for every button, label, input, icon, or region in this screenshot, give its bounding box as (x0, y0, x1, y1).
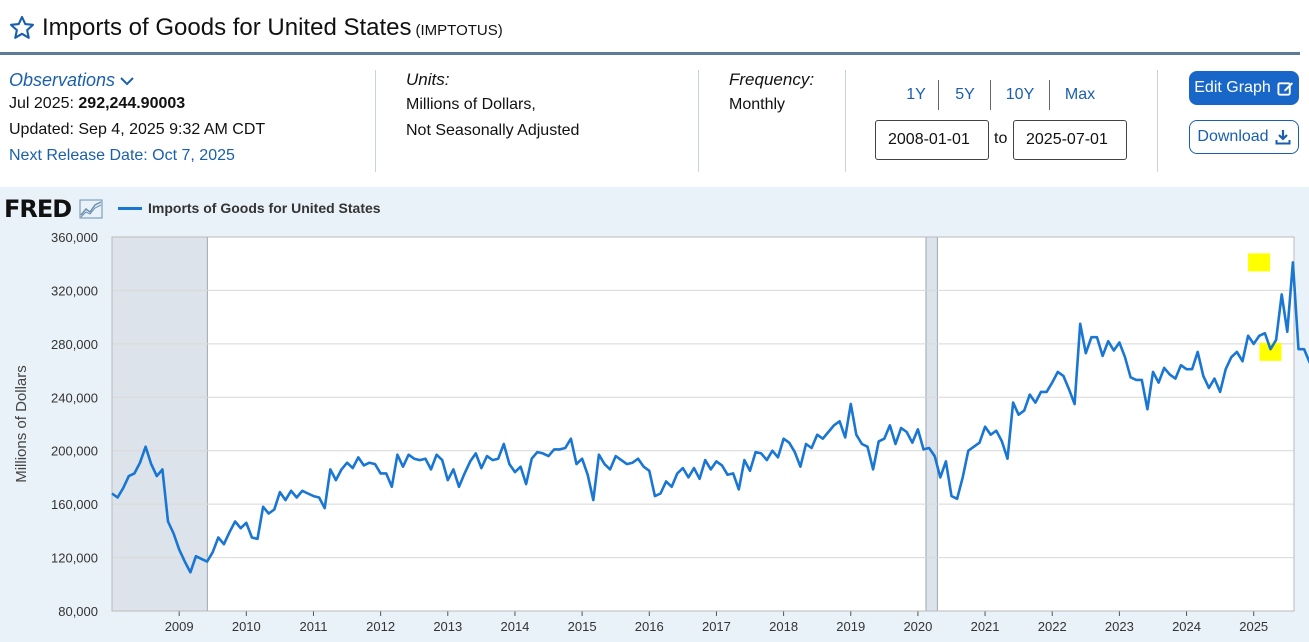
highlight-marker (1259, 342, 1282, 361)
x-tick-label: 2016 (635, 619, 664, 634)
download-button[interactable]: Download (1189, 120, 1299, 154)
fred-logo: FRED (4, 195, 103, 223)
y-tick-label: 320,000 (51, 283, 98, 298)
download-icon (1275, 130, 1291, 145)
chart-logo-icon (79, 199, 103, 219)
chart-legend: Imports of Goods for United States (118, 200, 381, 216)
start-date-input[interactable] (875, 120, 989, 160)
download-label: Download (1197, 128, 1269, 145)
x-tick-label: 2011 (299, 619, 327, 634)
frequency-value: Monthly (729, 96, 786, 113)
line-chart: 80,000 120,000 160,000 200,000 240,000 280,00… (13, 230, 1309, 634)
x-tick-label: 2017 (702, 619, 731, 634)
plot-area (112, 237, 1294, 611)
x-tick-label: 2013 (433, 619, 462, 634)
fred-logo-text: FRED (4, 195, 72, 223)
edit-icon (1277, 81, 1293, 96)
x-tick-label: 2023 (1105, 619, 1134, 634)
range-separator (938, 80, 939, 110)
observations-panel: Observations Jul 2025: 292,244.90003 Upd… (9, 70, 369, 175)
x-tick-label: 2015 (568, 619, 597, 634)
frequency-panel: Frequency: Monthly (729, 70, 839, 175)
units-panel: Units: Millions of Dollars, Not Seasonal… (406, 70, 686, 175)
range-1y-button[interactable]: 1Y (906, 86, 926, 103)
range-5y-button[interactable]: 5Y (955, 86, 975, 103)
range-separator (1049, 80, 1050, 110)
x-tick-label: 2014 (500, 619, 529, 634)
x-tick-label: 2022 (1038, 619, 1067, 634)
x-tick-label: 2024 (1172, 619, 1201, 634)
to-label: to (994, 130, 1008, 147)
x-tick-label: 2021 (971, 619, 1000, 634)
highlight-marker (1248, 253, 1271, 272)
x-tick-label: 2010 (232, 619, 261, 634)
y-tick-label: 120,000 (51, 551, 98, 566)
y-tick-label: 240,000 (51, 390, 98, 405)
observations-label: Observations (9, 70, 116, 90)
x-tick-label: 2009 (165, 619, 194, 634)
y-tick-label: 80,000 (58, 604, 98, 619)
x-tick-label: 2020 (903, 619, 932, 634)
plot-frame (111, 236, 1295, 612)
latest-observation: Jul 2025: 292,244.90003 (9, 91, 369, 117)
range-separator (990, 80, 991, 110)
latest-value: 292,244.90003 (78, 95, 186, 112)
recession-band (925, 236, 938, 612)
series-title: Imports of Goods for United States (42, 14, 412, 41)
edit-graph-button[interactable]: Edit Graph (1189, 71, 1299, 105)
divider (698, 70, 699, 172)
series-code: (IMPTOTUS) (415, 22, 503, 39)
y-tick-label: 200,000 (51, 444, 98, 459)
divider (845, 70, 846, 172)
end-date-input[interactable] (1013, 120, 1127, 160)
divider (375, 70, 376, 172)
updated-text: Updated: Sep 4, 2025 9:32 AM CDT (9, 121, 266, 138)
recession-band (111, 236, 208, 612)
x-tick-label: 2025 (1239, 619, 1268, 634)
y-tick-label: 160,000 (51, 497, 98, 512)
units-label: Units: (406, 70, 450, 89)
range-max-button[interactable]: Max (1064, 86, 1096, 103)
latest-date: Jul 2025: (9, 95, 74, 112)
x-tick-label: 2018 (769, 619, 798, 634)
y-tick-label: 280,000 (51, 337, 98, 352)
page-title: Imports of Goods for United States (IMPTO… (42, 14, 503, 42)
legend-swatch (118, 206, 142, 210)
observations-dropdown[interactable]: Observations (9, 70, 135, 91)
y-tick-label: 360,000 (51, 230, 98, 245)
x-tick-label: 2012 (366, 619, 395, 634)
range-10y-button[interactable]: 10Y (1005, 86, 1035, 103)
x-tick-label: 2019 (836, 619, 865, 634)
units-line-2: Not Seasonally Adjusted (406, 122, 580, 139)
title-bar: Imports of Goods for United States (IMPTO… (0, 0, 1300, 55)
star-icon[interactable] (8, 14, 36, 42)
edit-graph-label: Edit Graph (1194, 79, 1271, 96)
series-line (111, 261, 1309, 574)
frequency-label: Frequency: (729, 70, 815, 89)
chevron-down-icon (120, 76, 134, 85)
y-axis-label: Millions of Dollars (13, 365, 30, 483)
next-release-link[interactable]: Next Release Date: Oct 7, 2025 (9, 147, 235, 164)
divider (1157, 70, 1158, 172)
legend-label: Imports of Goods for United States (148, 200, 381, 216)
units-line-1: Millions of Dollars, (406, 96, 536, 113)
